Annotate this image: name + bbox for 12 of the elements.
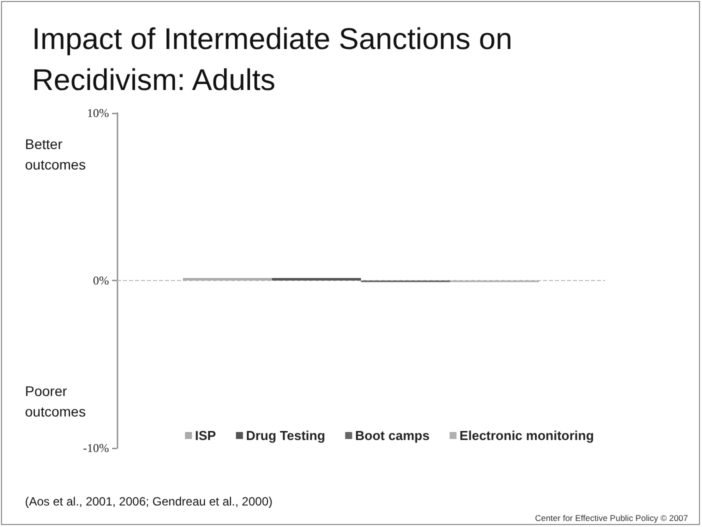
text: Poorer outcomes xyxy=(25,383,86,420)
y-tick-label: -10% xyxy=(83,441,109,455)
text: Better outcomes xyxy=(25,136,86,172)
y-tick-label: 0% xyxy=(93,274,109,288)
legend-label: Drug Testing xyxy=(246,428,326,443)
legend-label: ISP xyxy=(195,428,216,443)
y-tick-label: 10% xyxy=(87,106,109,120)
legend-label: Boot camps xyxy=(355,428,430,443)
chart-title: Impact of Intermediate Sanctions on Recidivism: Adults xyxy=(32,23,521,97)
text: Center for Effective Public Policy © 2007 xyxy=(534,513,688,524)
text: (Aos et al., 2001, 2006; Gendreau et al., 2000) xyxy=(25,494,273,509)
legend-label: Electronic monitoring xyxy=(460,428,594,443)
